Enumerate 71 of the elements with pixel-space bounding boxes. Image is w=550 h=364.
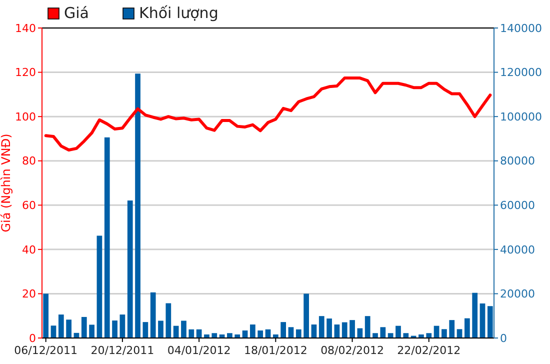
bar xyxy=(464,318,470,338)
bar xyxy=(158,320,164,338)
y-tick-label: 0 xyxy=(29,332,36,345)
bar xyxy=(311,324,317,338)
bar xyxy=(227,333,232,338)
bar xyxy=(472,292,478,338)
bar xyxy=(364,316,370,338)
bar xyxy=(288,327,294,338)
y-tick-label: 120 xyxy=(15,66,36,80)
bar xyxy=(350,320,355,338)
bar xyxy=(89,324,94,338)
bar xyxy=(50,326,56,338)
bar xyxy=(403,333,409,338)
bar xyxy=(142,322,148,338)
legend-label: Khối lượng xyxy=(139,4,218,22)
bar xyxy=(250,324,256,338)
y2-tick-label: 140000 xyxy=(500,22,542,35)
y2-tick-label: 0 xyxy=(500,332,507,345)
bar xyxy=(150,292,156,338)
bar xyxy=(296,329,302,338)
y-axis-title: Giá (Nghìn VNĐ) xyxy=(0,134,13,232)
bar xyxy=(372,333,378,338)
bar xyxy=(181,320,186,338)
bar xyxy=(388,333,394,338)
bar xyxy=(449,320,455,338)
y-tick-label: 60 xyxy=(22,198,36,212)
y2-tick-label: 100000 xyxy=(500,110,542,124)
bar xyxy=(480,303,486,338)
y-tick-label: 100 xyxy=(15,110,36,124)
y2-tick-label: 120000 xyxy=(500,66,542,80)
y-tick-label: 20 xyxy=(22,288,36,301)
bar xyxy=(380,327,386,338)
y2-tick-label: 40000 xyxy=(500,243,535,256)
bar xyxy=(326,318,332,338)
bar xyxy=(334,324,340,338)
x-tick-label: 20/12/2011 xyxy=(90,344,154,357)
bar xyxy=(135,74,140,338)
y-tick-label: 40 xyxy=(22,243,36,256)
bar xyxy=(487,306,493,338)
bar xyxy=(96,236,102,338)
bar xyxy=(258,330,264,338)
y-tick-label: 80 xyxy=(22,154,36,168)
bar xyxy=(304,294,309,338)
bar xyxy=(342,322,348,338)
x-tick-label: 08/02/2012 xyxy=(320,344,384,357)
x-tick-label: 22/02/2012 xyxy=(397,344,461,357)
y-tick-label: 140 xyxy=(15,22,36,35)
y2-tick-label: 20000 xyxy=(500,288,535,301)
x-tick-label: 18/01/2012 xyxy=(244,344,308,357)
bar xyxy=(120,314,126,338)
y2-tick-label: 80000 xyxy=(500,154,535,168)
bar xyxy=(188,329,194,338)
x-tick-label: 06/12/2011 xyxy=(14,344,78,357)
x-tick-label: 04/01/2012 xyxy=(167,344,231,357)
bar xyxy=(396,326,401,338)
legend-label: Giá xyxy=(64,4,89,22)
bar xyxy=(112,320,118,338)
bar xyxy=(166,303,172,338)
bar xyxy=(318,316,324,338)
bar xyxy=(104,137,110,338)
bar xyxy=(127,200,133,338)
bar xyxy=(212,333,218,338)
bar xyxy=(58,314,64,338)
bar xyxy=(81,316,87,338)
bar xyxy=(442,329,447,338)
bar xyxy=(280,322,286,338)
line-series xyxy=(44,76,492,152)
y2-tick-label: 60000 xyxy=(500,198,535,212)
bar xyxy=(66,320,72,338)
bar xyxy=(43,294,49,338)
bar xyxy=(426,333,432,338)
